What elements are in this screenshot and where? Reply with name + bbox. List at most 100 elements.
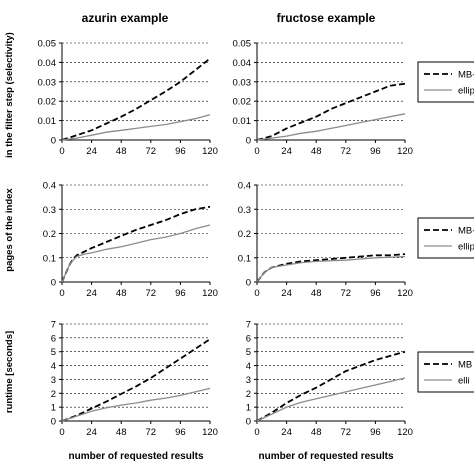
- y-tick-label: 0.2: [238, 229, 251, 240]
- x-tick-label: 72: [146, 146, 157, 157]
- x-tick-label: 120: [202, 427, 218, 438]
- y-tick-label: 0.02: [38, 97, 57, 108]
- x-tick-label: 72: [146, 427, 157, 438]
- x-tick-label: 0: [59, 288, 64, 299]
- y-tick-label: 0: [246, 278, 251, 289]
- series-line-ellip: [61, 114, 211, 141]
- x-tick-label: 0: [254, 146, 259, 157]
- series-line-ellip: [61, 224, 211, 283]
- row-label-pages: pages of the index: [4, 188, 15, 272]
- y-tick-label: 2: [246, 389, 251, 400]
- chart-panel-5: 0 1 2 3 4 5 6 7 0 24 48 72 96 120: [246, 320, 413, 439]
- series-line-mb: [256, 82, 406, 141]
- x-tick-label: 96: [175, 146, 186, 157]
- x-tick-label: 72: [341, 146, 352, 157]
- x-tick-label: 96: [370, 146, 381, 157]
- x-tick-label: 96: [175, 427, 186, 438]
- x-tick-label: 120: [397, 146, 413, 157]
- x-tick-label: 0: [254, 427, 259, 438]
- series-line-ellip: [256, 255, 406, 283]
- column-title-azurin: azurin example: [82, 11, 169, 25]
- y-tick-label: 6: [51, 333, 56, 344]
- y-tick-label: 3: [246, 375, 251, 386]
- y-tick-label: 0.05: [38, 39, 57, 50]
- y-tick-label: 0: [51, 136, 56, 147]
- x-tick-label: 24: [86, 288, 97, 299]
- x-tick-label: 72: [341, 427, 352, 438]
- legend-frame: [417, 217, 474, 259]
- legend-box-2: MB elli: [417, 351, 474, 393]
- y-tick-label: 0.01: [233, 116, 252, 127]
- y-tick-label: 0.01: [38, 116, 57, 127]
- row-label-runtime: runtime [seconds]: [4, 331, 15, 413]
- y-tick-label: 1: [246, 403, 251, 414]
- chart-panel-4: 0 1 2 3 4 5 6 7 0 24 48 72 96 120: [51, 320, 218, 439]
- series-line-mb: [61, 205, 211, 283]
- y-tick-label: 7: [246, 320, 251, 331]
- y-tick-label: 0: [51, 417, 56, 428]
- x-tick-label: 24: [281, 146, 292, 157]
- chart-panel-0: 0 0.01 0.02 0.03 0.04 0.05 0 24 48 72 96 120: [38, 39, 218, 158]
- legend-frame: [417, 351, 474, 393]
- x-tick-label: 24: [86, 427, 97, 438]
- legend-label-mb: MB-: [458, 70, 474, 81]
- y-tick-label: 0.03: [38, 77, 57, 88]
- y-tick-label: 2: [51, 389, 56, 400]
- y-tick-label: 3: [51, 375, 56, 386]
- chart-panel-1: 0 0.01 0.02 0.03 0.04 0.05 0 24 48 72 96 120: [233, 39, 413, 158]
- y-tick-label: 0.4: [238, 181, 251, 192]
- x-tick-label: 48: [311, 288, 322, 299]
- series-line-mb: [256, 253, 406, 283]
- x-tick-label: 48: [116, 427, 127, 438]
- column-title-fructose: fructose example: [277, 11, 376, 25]
- series-line-ellip: [256, 377, 406, 422]
- x-tick-label: 120: [202, 288, 218, 299]
- legend-label-mb: MB-: [458, 226, 474, 237]
- y-tick-label: 0.3: [43, 205, 56, 216]
- series-line-mb: [256, 350, 406, 422]
- series-line-mb: [61, 338, 211, 422]
- y-tick-label: 5: [51, 347, 56, 358]
- x-tick-label: 120: [202, 146, 218, 157]
- legend-box-1: MB-ellip: [417, 217, 474, 259]
- x-tick-label: 24: [86, 146, 97, 157]
- series-line-ellip: [256, 113, 406, 141]
- series-line-ellip: [61, 387, 211, 422]
- y-tick-label: 4: [51, 361, 56, 372]
- y-tick-label: 7: [51, 320, 56, 331]
- x-tick-label: 24: [281, 427, 292, 438]
- y-tick-label: 0.3: [238, 205, 251, 216]
- row-label-selectivity: in the filter step (selectivity): [4, 32, 15, 158]
- plot-grid: 00.010.020.030.040.050 24 48 72 96 12000.010.…: [38, 39, 413, 439]
- y-tick-label: 0: [246, 417, 251, 428]
- chart-panel-2: 0 0.1 0.2 0.3 0.4 0 24 48 72 96 120: [43, 181, 218, 300]
- y-tick-label: 1: [51, 403, 56, 414]
- x-tick-label: 96: [370, 427, 381, 438]
- x-tick-label: 48: [311, 146, 322, 157]
- x-tick-label: 72: [146, 288, 157, 299]
- legend-label-mb: MB: [458, 360, 472, 371]
- legend-label-ellip: elli: [458, 376, 470, 387]
- x-axis-label-right: number of requested results: [258, 451, 393, 462]
- y-tick-label: 0.02: [233, 97, 252, 108]
- x-tick-label: 96: [175, 288, 186, 299]
- x-tick-label: 0: [254, 288, 259, 299]
- y-tick-label: 0.2: [43, 229, 56, 240]
- chart-panel-3: 0 0.1 0.2 0.3 0.4 0 24 48 72 96 120: [238, 181, 413, 300]
- legend-box-0: MB-ellip: [417, 61, 474, 103]
- legend-label-ellip: ellip: [458, 242, 474, 253]
- y-tick-label: 0.4: [43, 181, 56, 192]
- x-tick-label: 48: [116, 146, 127, 157]
- x-tick-label: 96: [370, 288, 381, 299]
- y-tick-label: 0.03: [233, 77, 252, 88]
- x-tick-label: 0: [59, 146, 64, 157]
- x-tick-label: 0: [59, 427, 64, 438]
- y-tick-label: 0: [51, 278, 56, 289]
- legend-label-ellip: ellip: [458, 86, 474, 97]
- x-tick-label: 48: [311, 427, 322, 438]
- x-tick-label: 24: [281, 288, 292, 299]
- y-tick-label: 0.1: [43, 253, 56, 264]
- x-axis-label-left: number of requested results: [68, 451, 203, 462]
